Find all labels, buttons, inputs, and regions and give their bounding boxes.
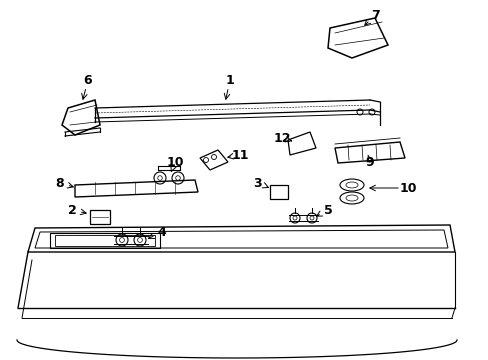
Text: 3: 3 bbox=[253, 176, 262, 189]
Text: 7: 7 bbox=[370, 9, 379, 22]
Text: 8: 8 bbox=[56, 176, 64, 189]
Text: 1: 1 bbox=[225, 73, 234, 86]
Text: 10: 10 bbox=[166, 156, 183, 168]
Text: 9: 9 bbox=[365, 156, 373, 168]
Text: 6: 6 bbox=[83, 73, 92, 86]
Text: 11: 11 bbox=[231, 149, 248, 162]
Bar bbox=[269, 185, 287, 199]
Text: 4: 4 bbox=[157, 225, 166, 239]
Bar bbox=[90, 210, 110, 224]
Text: 10: 10 bbox=[398, 181, 416, 194]
Text: 12: 12 bbox=[273, 131, 290, 144]
Text: 2: 2 bbox=[67, 203, 76, 216]
Text: 5: 5 bbox=[323, 203, 332, 216]
